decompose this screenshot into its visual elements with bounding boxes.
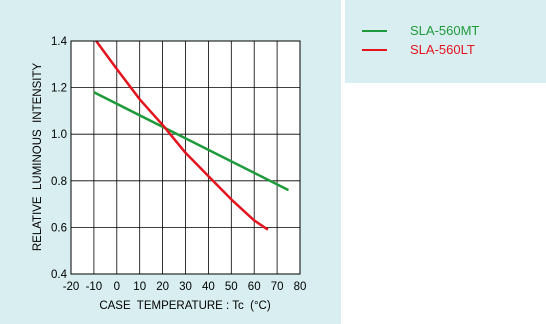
series-line-sla-560lt <box>95 40 269 231</box>
y-tick-label: 1.0 <box>51 129 67 141</box>
x-axis-label: CASE TEMPERATURE : Tc (°C) <box>99 300 271 312</box>
x-tick-label: -20 <box>63 281 80 293</box>
y-tick-label: 0.8 <box>51 176 67 188</box>
legend-label-sla-560mt: SLA-560MT <box>410 23 480 38</box>
line-chart: -20 -10 0 10 20 30 40 50 60 70 80 0.4 0.6 0.8 1.0 1.2 1… <box>32 36 307 312</box>
x-tick-label: 70 <box>271 281 284 293</box>
series-line-sla-560mt <box>93 91 290 192</box>
y-tick-label: 0.4 <box>51 269 68 281</box>
y-tick-labels: 0.4 0.6 0.8 1.0 1.2 1.4 <box>51 36 68 281</box>
y-tick-label: 1.4 <box>51 36 68 48</box>
x-tick-labels: -20 -10 0 10 20 30 40 50 60 70 80 <box>63 281 307 293</box>
legend-swatch-sla-560lt <box>362 49 387 51</box>
grid-lines <box>71 41 300 274</box>
series-lines <box>93 40 290 231</box>
x-tick-label: 20 <box>156 281 169 293</box>
legend-swatch-sla-560mt <box>362 30 387 32</box>
legend: SLA-560MT SLA-560LT <box>345 0 546 83</box>
y-axis-label: RELATIVE LUMINOUS INTENSITY <box>32 63 44 252</box>
x-tick-label: 10 <box>133 281 146 293</box>
x-tick-label: 80 <box>294 281 307 293</box>
x-tick-label: 40 <box>202 281 215 293</box>
plot-frame <box>70 40 301 275</box>
legend-label-sla-560lt: SLA-560LT <box>410 42 475 57</box>
x-tick-label: -10 <box>86 281 103 293</box>
x-tick-label: 30 <box>179 281 192 293</box>
y-tick-label: 1.2 <box>51 83 67 95</box>
legend-item-sla-560mt: SLA-560MT <box>345 21 546 41</box>
x-tick-label: 0 <box>114 281 120 293</box>
y-tick-label: 0.6 <box>51 222 67 234</box>
x-tick-label: 50 <box>225 281 238 293</box>
legend-item-sla-560lt: SLA-560LT <box>345 40 546 60</box>
x-tick-label: 60 <box>248 281 261 293</box>
chart-panel: -20 -10 0 10 20 30 40 50 60 70 80 0.4 0.6 0.8 1.0 1.2 1… <box>0 0 341 324</box>
